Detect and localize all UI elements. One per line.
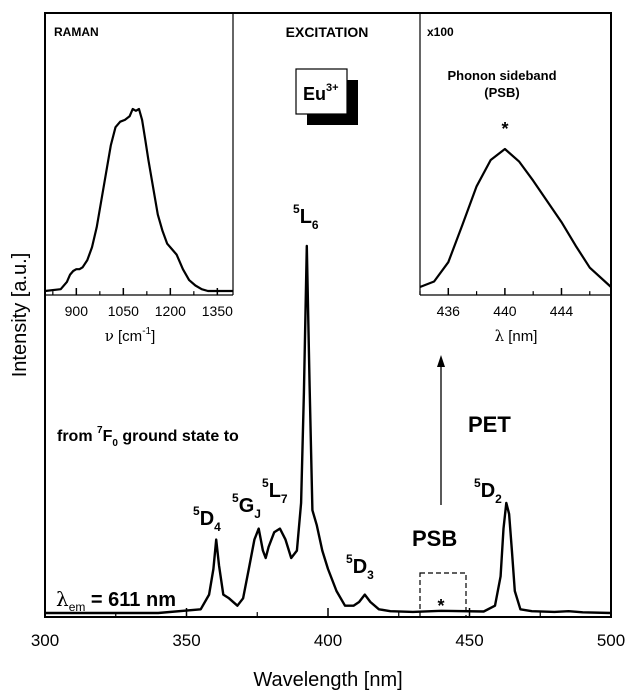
main-x-tick-label: 500 [597, 631, 625, 650]
psb-inset-marker: * [501, 119, 508, 139]
excitation-spectrum-line [45, 244, 612, 615]
eu-badge-label: Eu3+ [303, 82, 339, 104]
psb-inset-subtitle-1: Phonon sideband [447, 68, 556, 83]
psb-x-tick-label: 444 [550, 303, 574, 319]
eu-ion-badge: Eu3+ [295, 68, 358, 125]
main-x-ticks: 300 350 400 450 500 [31, 608, 625, 650]
psb-x-tick-label: 440 [493, 303, 517, 319]
raman-title: RAMAN [54, 25, 99, 39]
pet-label: PET [468, 412, 511, 437]
peak-label-5d3: 5D3 [346, 552, 374, 582]
psb-inset-title: x100 [427, 25, 454, 39]
peak-label-5l6: 5L6 [293, 202, 319, 232]
psb-peak-marker: * [437, 596, 444, 616]
main-x-tick-label: 350 [172, 631, 200, 650]
psb-x-axis-label: λ [nm] [495, 327, 538, 345]
raman-x-ticks: 900 1050 1200 1350 [52, 288, 233, 319]
peak-label-5d4: 5D4 [193, 504, 221, 534]
psb-highlight-box [419, 572, 467, 618]
psb-label: PSB [412, 526, 457, 551]
psb-x-ticks: 436 440 444 [419, 288, 591, 319]
excitation-title: EXCITATION [286, 24, 369, 40]
ground-state-annotation: from 7F0 ground state to [57, 425, 239, 449]
peak-label-5gj: 5GJ [232, 491, 261, 521]
eu-badge-box [295, 68, 348, 115]
psb-zoom-arrow-head [437, 355, 445, 367]
main-x-tick-label: 400 [314, 631, 342, 650]
y-axis-label: Intensity [a.u.] [9, 253, 31, 378]
peak-label-5l7: 5L7 [262, 476, 288, 506]
psb-x-tick-label: 436 [437, 303, 461, 319]
raman-x-tick-label: 1200 [155, 303, 186, 319]
raman-x-tick-label: 1050 [108, 303, 139, 319]
emission-wavelength-annotation: λem = 611 nm [56, 587, 176, 614]
raman-x-tick-label: 1350 [202, 303, 233, 319]
main-x-tick-label: 300 [31, 631, 59, 650]
main-x-tick-label: 450 [455, 631, 483, 650]
peak-label-5d2: 5D2 [474, 476, 502, 506]
raman-x-axis-label: ν [cm-1] [105, 326, 156, 345]
psb-spectrum-line [419, 147, 612, 289]
x-axis-label: Wavelength [nm] [253, 669, 402, 691]
raman-spectrum-line [44, 107, 233, 293]
psb-inset-subtitle-2: (PSB) [484, 85, 519, 100]
raman-x-tick-label: 900 [65, 303, 89, 319]
